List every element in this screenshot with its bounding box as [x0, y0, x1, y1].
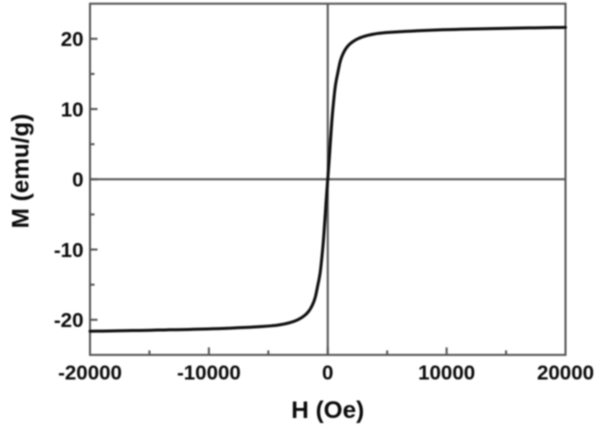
svg-text:20: 20	[61, 28, 84, 51]
svg-text:10: 10	[61, 98, 84, 121]
svg-text:-10: -10	[54, 239, 84, 262]
svg-text:0: 0	[322, 362, 333, 385]
svg-text:M (emu/g): M (emu/g)	[8, 114, 35, 229]
svg-text:0: 0	[72, 169, 83, 192]
svg-text:20000: 20000	[537, 362, 594, 385]
svg-text:-20: -20	[54, 309, 84, 332]
svg-text:10000: 10000	[418, 362, 475, 385]
svg-text:-10000: -10000	[177, 362, 241, 385]
svg-text:-20000: -20000	[58, 362, 122, 385]
svg-text:H (Oe): H (Oe)	[291, 397, 364, 424]
